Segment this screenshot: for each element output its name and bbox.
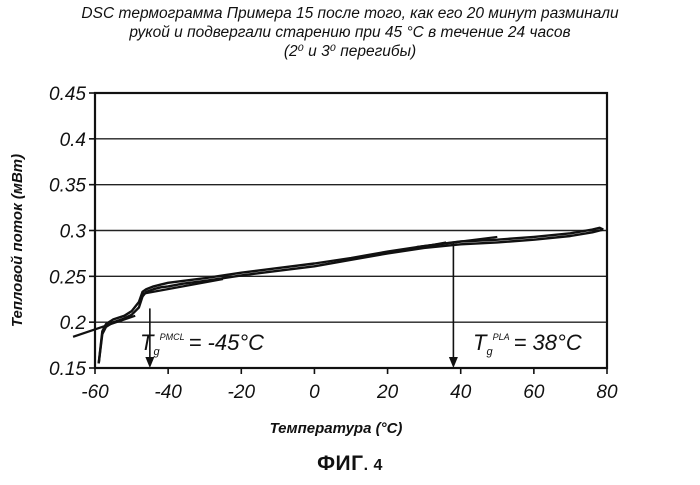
- y-tick-labels: 0.15 0.2 0.25 0.3 0.35 0.4 0.45: [49, 84, 86, 380]
- annotation-tg-pmcl: TgPMCL= -45°C: [140, 330, 264, 358]
- x-tick-label-6: 60: [523, 382, 545, 403]
- dsc-thermogram-chart: 0.15 0.2 0.25 0.3 0.35 0.4 0.45 -60 -40 -20 0 20 40…: [0, 0, 700, 485]
- annotation-tg-pla-value: = 38°C: [514, 330, 582, 355]
- y-axis-title: Тепловой поток (мВт): [9, 154, 26, 327]
- arrow-head-0: [145, 357, 154, 368]
- x-tick-label-7: 80: [596, 382, 618, 403]
- x-tick-labels: -60 -40 -20 0 20 40 60 80: [81, 382, 618, 403]
- figure-label-number: . 4: [364, 457, 383, 474]
- annotation-tg-pla-subscript: g: [486, 346, 493, 358]
- y-tick-label-3: 0.3: [60, 222, 87, 243]
- figure-label-main: ФИГ: [317, 452, 363, 475]
- figure-label: ФИГ. 4: [0, 452, 700, 476]
- x-tick-label-4: 20: [376, 382, 399, 403]
- y-tick-label-0: 0.15: [49, 359, 86, 380]
- x-tick-label-3: 0: [309, 382, 320, 403]
- annotation-tg-pla: TgPLA= 38°C: [473, 330, 582, 358]
- annotation-tg-pmcl-subscript: g: [153, 346, 160, 358]
- y-tick-label-5: 0.4: [60, 130, 86, 151]
- x-tick-label-5: 40: [450, 382, 472, 403]
- arrow-head-1: [449, 357, 458, 368]
- annotation-tg-pmcl-superscript: PMCL: [160, 332, 185, 342]
- x-axis-title: Температура (°C): [270, 420, 403, 437]
- y-tick-label-4: 0.35: [49, 176, 86, 197]
- annotation-tg-pmcl-value: = -45°C: [189, 330, 265, 355]
- y-tick-label-2: 0.25: [49, 267, 86, 288]
- x-tick-label-1: -40: [154, 382, 182, 403]
- x-tick-label-0: -60: [81, 382, 109, 403]
- grid-lines: [95, 139, 607, 322]
- y-tick-label-1: 0.2: [60, 313, 87, 334]
- x-tick-label-2: -20: [228, 382, 256, 403]
- annotation-tg-pla-superscript: PLA: [493, 332, 510, 342]
- y-tick-label-6: 0.45: [49, 84, 86, 105]
